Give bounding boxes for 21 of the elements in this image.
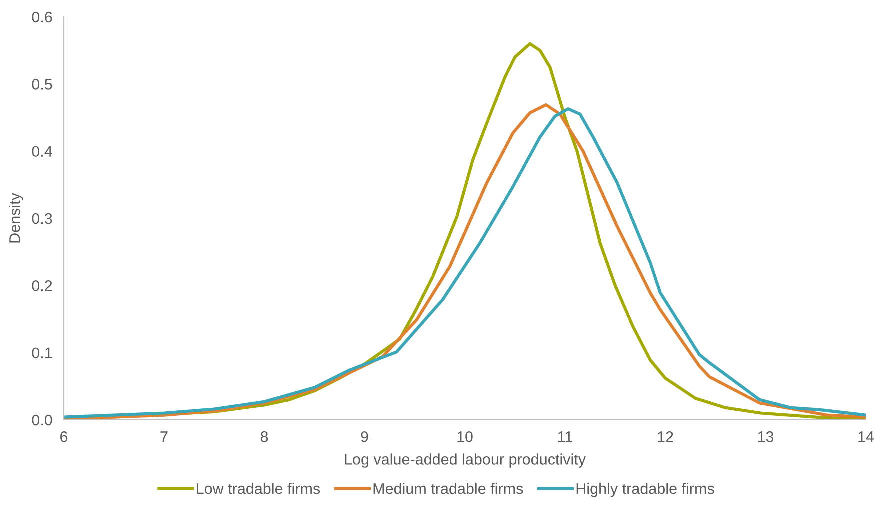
y-tick-label: 0.2 — [32, 280, 52, 292]
y-tick-label: 0.6 — [32, 12, 52, 23]
legend-label: Low tradable firms — [197, 483, 320, 494]
x-axis-title: Log value-added labour productivity — [345, 454, 586, 468]
x-tick-label: 10 — [458, 432, 473, 442]
x-tick-label: 13 — [758, 432, 774, 442]
x-tick-label: 6 — [60, 432, 68, 442]
x-tick-label: 7 — [160, 432, 168, 442]
y-tick-label: 0.5 — [32, 79, 52, 90]
x-tick-label: 14 — [858, 432, 874, 442]
legend-label: Highly tradable firms — [576, 483, 714, 498]
y-axis-title: Density — [9, 193, 24, 243]
y-tick-label: 0.3 — [32, 213, 52, 224]
x-tick-label: 11 — [558, 432, 572, 442]
y-tick-label: 0.4 — [32, 146, 52, 158]
x-tick-label: 9 — [361, 432, 368, 442]
y-tick-label: 0.1 — [32, 348, 52, 359]
x-tick-label: 12 — [658, 432, 674, 442]
legend-label: Medium tradable firms — [374, 483, 524, 494]
y-tick-label: 0.0 — [32, 414, 52, 426]
x-tick-label: 8 — [260, 432, 268, 442]
